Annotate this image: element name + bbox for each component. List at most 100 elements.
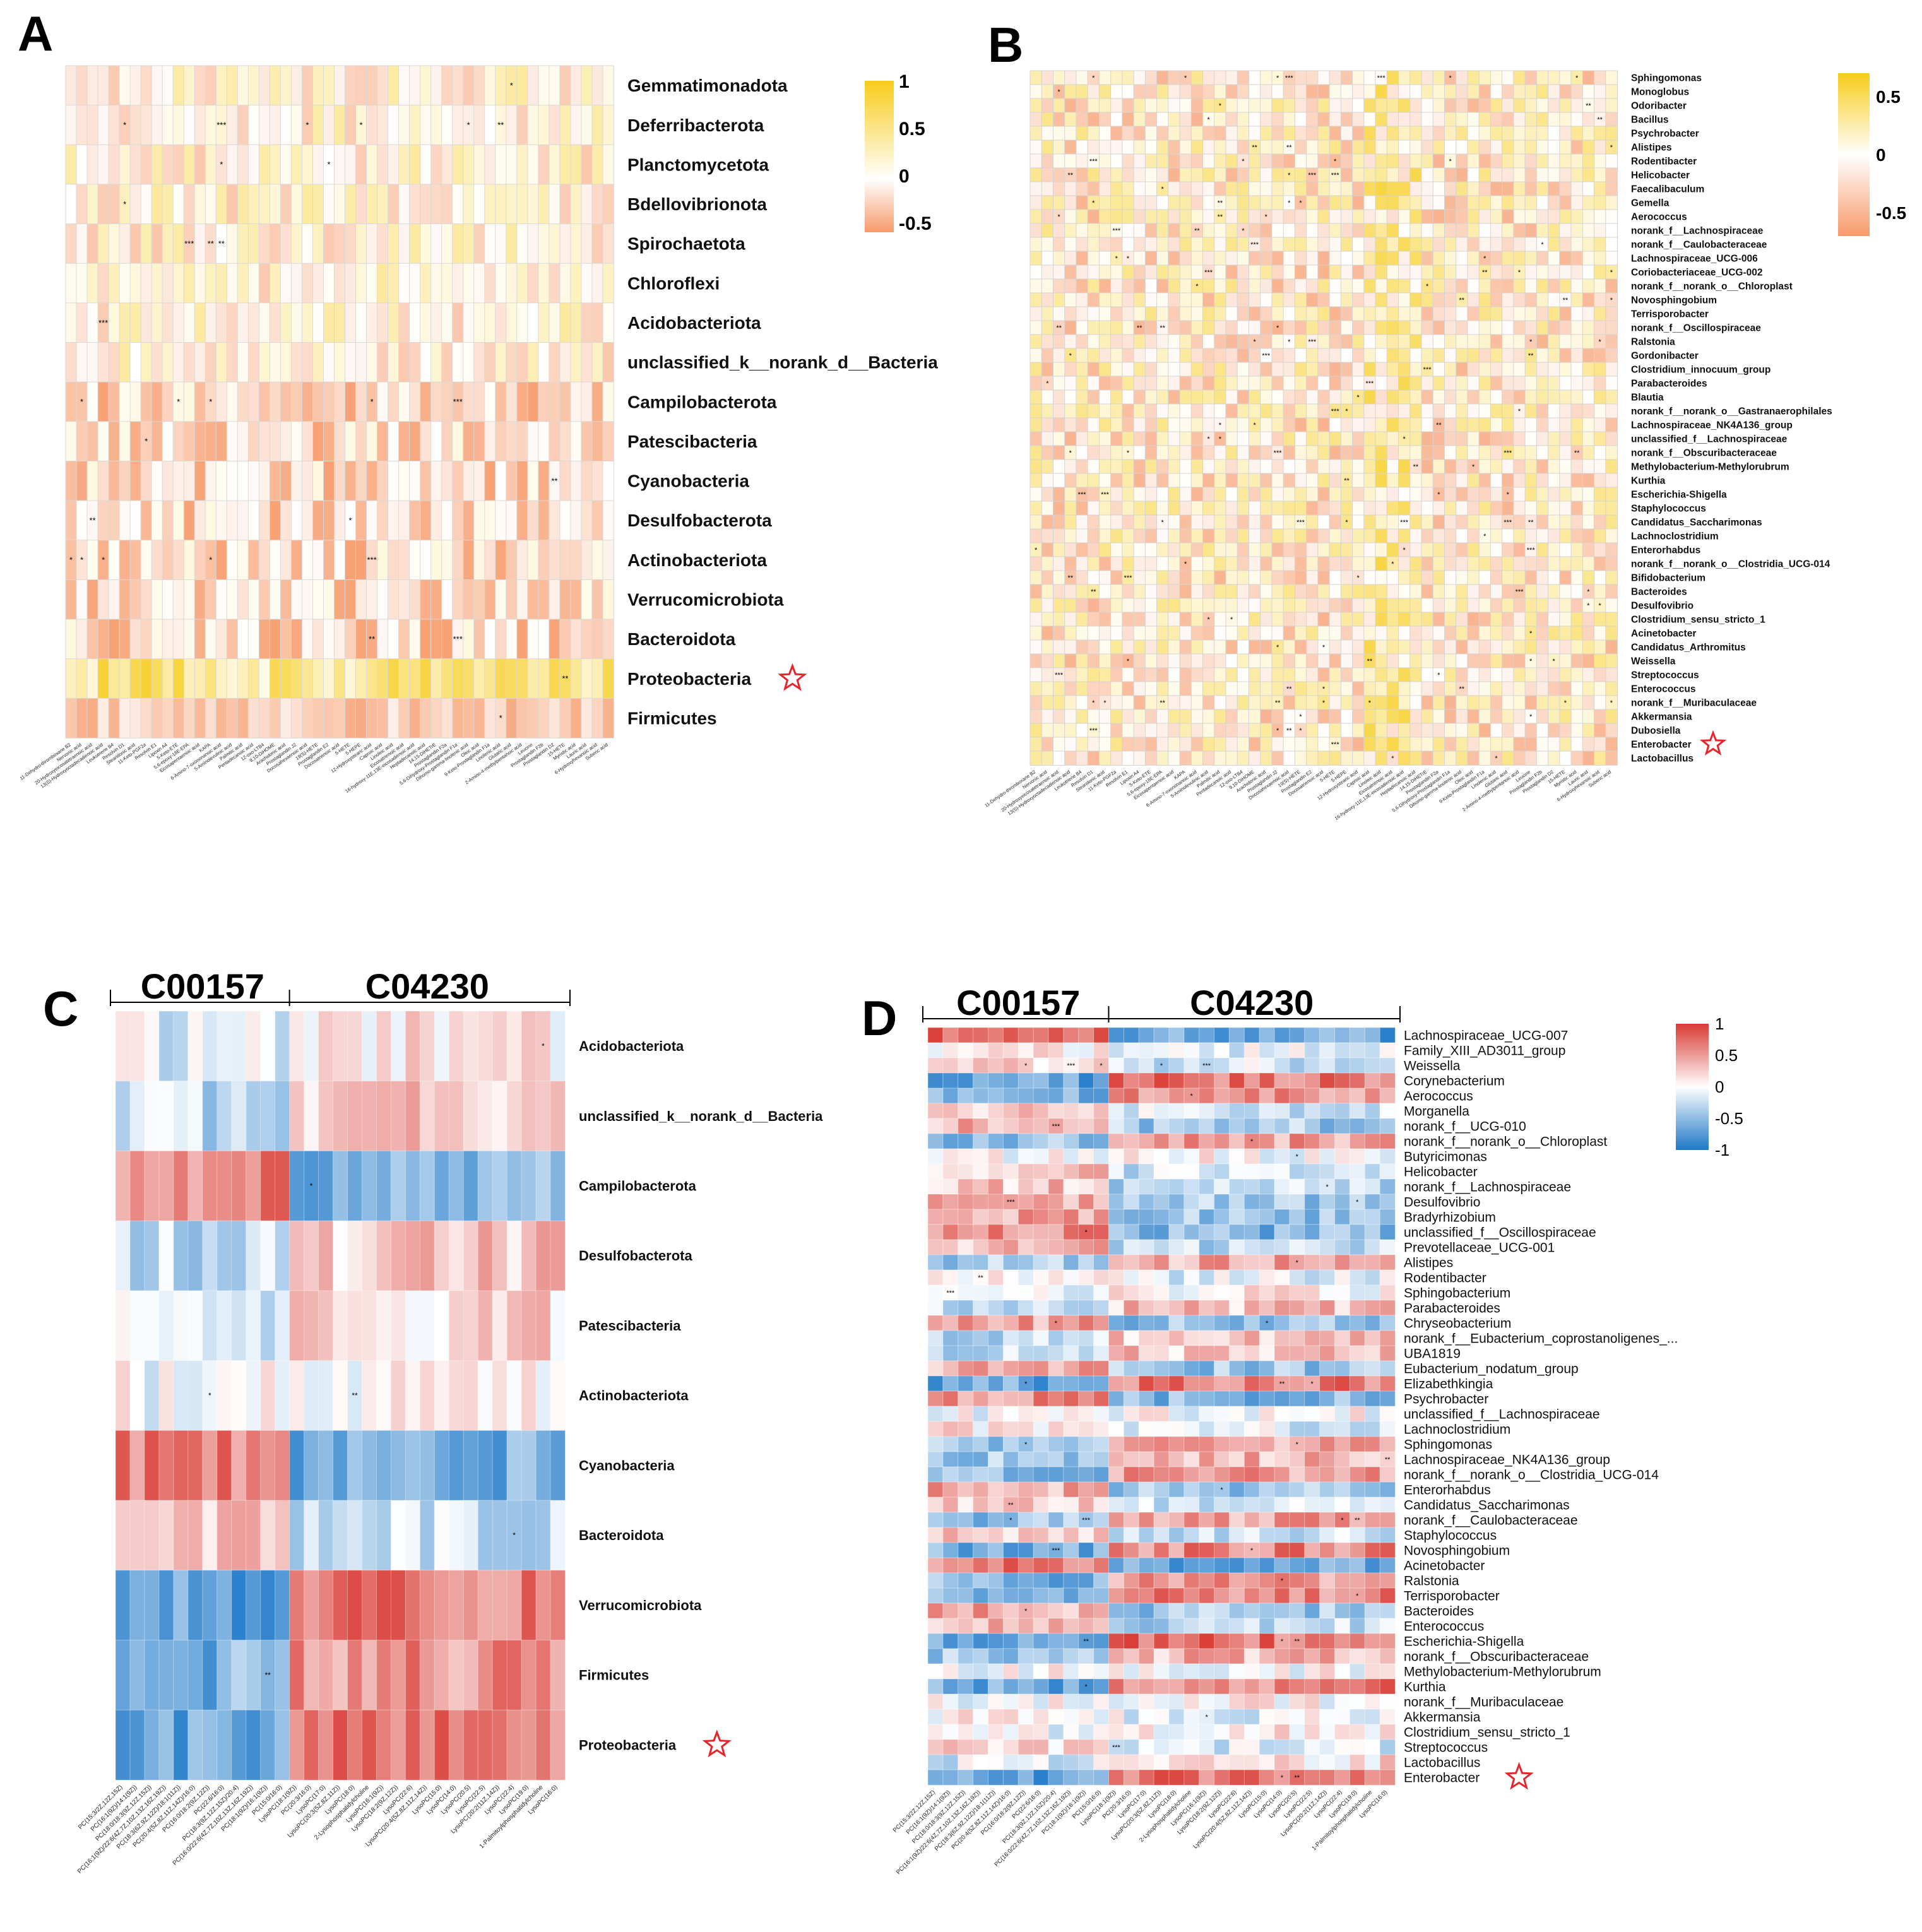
heatmap-cell <box>1559 584 1572 599</box>
heatmap-cell <box>1444 334 1457 349</box>
heatmap-cell <box>473 381 485 422</box>
heatmap-cell <box>1363 403 1376 418</box>
heatmap-cell <box>129 1150 145 1222</box>
heatmap-cell <box>538 184 550 225</box>
heatmap-cell <box>1352 153 1365 169</box>
heatmap-cell <box>1214 320 1226 335</box>
heatmap-cell <box>183 658 196 699</box>
heatmap-cell <box>289 1081 305 1152</box>
heatmap-cell <box>1502 750 1514 766</box>
heatmap-cell <box>1570 667 1584 682</box>
heatmap-cell <box>398 579 410 620</box>
heatmap-cell <box>1283 403 1296 418</box>
heatmap-cell <box>1271 251 1284 266</box>
heatmap-cell <box>1502 584 1514 599</box>
heatmap-cell <box>591 500 603 541</box>
heatmap-cell <box>1319 1163 1336 1180</box>
heatmap-cell <box>1432 292 1445 307</box>
heatmap-cell <box>1421 501 1434 516</box>
heatmap-cell <box>1168 167 1180 182</box>
heatmap-cell <box>1467 84 1480 99</box>
heatmap-cell <box>1363 348 1376 363</box>
heatmap-cell <box>1409 209 1422 224</box>
heatmap-cell <box>1294 292 1307 307</box>
heatmap-cell <box>1048 1224 1064 1240</box>
heatmap-cell <box>1379 1300 1396 1316</box>
heatmap-cell <box>1168 737 1180 752</box>
heatmap-cell <box>1179 334 1192 349</box>
heatmap-cell <box>1386 306 1399 321</box>
heatmap-cell <box>1033 1239 1049 1255</box>
heatmap-cell <box>1144 487 1158 502</box>
heatmap-cell <box>463 302 475 343</box>
heatmap-cell <box>1379 1269 1396 1286</box>
heatmap-cell <box>366 223 378 264</box>
heatmap-cell <box>1133 750 1146 766</box>
heatmap-cell <box>484 540 496 581</box>
heatmap-cell <box>1064 528 1077 543</box>
heatmap-cell <box>1052 292 1065 307</box>
significance-mark: * <box>1587 602 1590 610</box>
heatmap-cell <box>1605 612 1618 627</box>
heatmap-cell <box>301 184 314 225</box>
heatmap-cell <box>1289 1254 1305 1271</box>
heatmap-cell <box>1294 584 1307 599</box>
heatmap-cell <box>1168 473 1180 488</box>
heatmap-cell <box>1248 403 1261 418</box>
heatmap-cell <box>1033 1057 1049 1074</box>
heatmap-cell <box>97 144 109 185</box>
heatmap-cell <box>1199 1375 1215 1392</box>
heatmap-cell <box>1364 1148 1381 1165</box>
heatmap-cell <box>484 579 496 620</box>
row-label: Acinetobacter <box>1631 628 1696 639</box>
heatmap-cell <box>1340 653 1353 668</box>
heatmap-cell <box>1144 598 1158 613</box>
heatmap-cell <box>409 540 421 581</box>
heatmap-cell <box>1214 653 1226 668</box>
heatmap-cell <box>1319 1254 1336 1271</box>
heatmap-cell <box>1087 639 1100 655</box>
heatmap-cell <box>1352 431 1365 446</box>
heatmap-cell <box>1444 750 1457 766</box>
significance-mark: * <box>1368 699 1372 707</box>
heatmap-cell <box>1375 237 1388 252</box>
heatmap-cell <box>1156 570 1169 585</box>
heatmap-cell <box>1559 445 1572 460</box>
heatmap-cell <box>215 697 228 738</box>
heatmap-cell <box>65 223 77 264</box>
heatmap-cell <box>1432 112 1445 127</box>
heatmap-cell <box>1456 84 1468 99</box>
heatmap-cell <box>1133 334 1146 349</box>
heatmap-cell <box>1144 639 1158 655</box>
heatmap-cell <box>1122 473 1135 488</box>
heatmap-cell <box>1363 112 1376 127</box>
heatmap-cell <box>1041 84 1054 99</box>
heatmap-cell <box>1363 542 1376 557</box>
heatmap-cell <box>430 421 442 462</box>
heatmap-cell <box>1202 348 1215 363</box>
heatmap-cell <box>1179 459 1192 474</box>
heatmap-cell <box>1582 153 1595 169</box>
heatmap-cell <box>1513 417 1526 432</box>
heatmap-cell <box>1432 514 1445 530</box>
heatmap-cell <box>1052 625 1065 641</box>
heatmap-cell <box>506 263 518 304</box>
heatmap-cell <box>1283 389 1296 405</box>
heatmap-cell <box>1168 139 1180 155</box>
heatmap-cell <box>312 697 324 738</box>
heatmap-cell <box>1029 639 1043 655</box>
heatmap-cell <box>1259 1345 1275 1361</box>
heatmap-cell <box>231 1081 247 1152</box>
heatmap-cell <box>119 263 131 304</box>
heatmap-cell <box>1228 1027 1245 1043</box>
heatmap-cell <box>1041 278 1054 293</box>
significance-mark: *** <box>1250 241 1259 249</box>
heatmap-cell <box>1029 334 1043 349</box>
heatmap-cell <box>1294 612 1307 627</box>
heatmap-cell <box>1029 514 1043 530</box>
heatmap-cell <box>76 302 88 343</box>
heatmap-cell <box>1559 167 1572 182</box>
heatmap-cell <box>1052 681 1065 696</box>
heatmap-cell <box>1570 306 1584 321</box>
heatmap-cell <box>434 1430 450 1501</box>
